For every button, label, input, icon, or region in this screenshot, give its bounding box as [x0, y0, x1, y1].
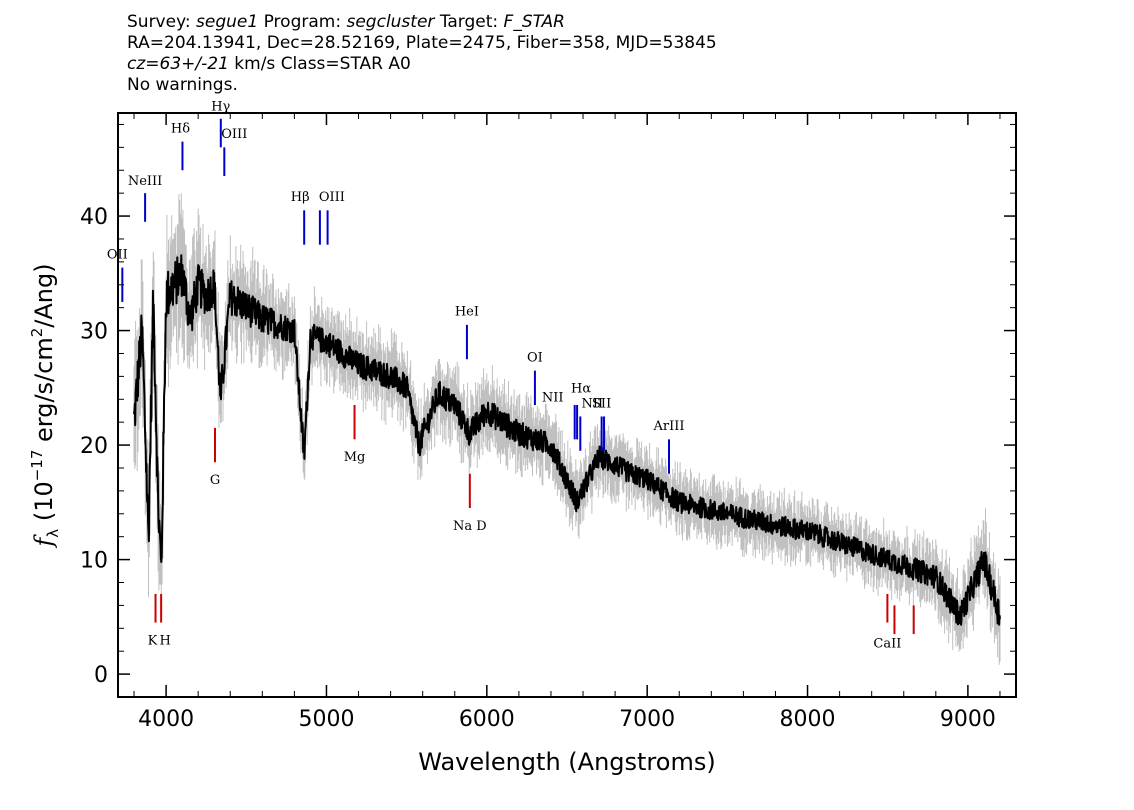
header-line-survey: Survey: segue1 Program: segcluster Targe…: [127, 12, 717, 33]
y-tick-label: 40: [80, 205, 108, 230]
x-axis-title: Wavelength (Angstroms): [418, 748, 715, 776]
survey-label: Survey:: [127, 12, 191, 32]
survey-value: segue1: [196, 12, 259, 32]
program-value: segcluster: [346, 12, 435, 32]
emission-line-label: NII: [542, 391, 564, 406]
error-band-layer: [133, 193, 1001, 665]
emission-line-label: Hβ: [291, 190, 310, 205]
absorption-line-label: CaII: [873, 637, 901, 652]
x-tick-label: 6000: [459, 707, 515, 732]
emission-line-label: ArIII: [652, 419, 684, 434]
x-tick-label: 9000: [940, 707, 996, 732]
target-value: F_STAR: [503, 12, 565, 32]
flux-line-layer: [133, 254, 1001, 626]
plot-frame: [117, 112, 1017, 698]
absorption-line-label: H: [159, 633, 170, 648]
y-tick-label: 10: [80, 549, 108, 574]
y-axis-title-subscript: λ: [44, 529, 62, 538]
x-tick-label: 4000: [138, 707, 194, 732]
emission-line-label: OIII: [319, 190, 345, 205]
absorption-line-label: K: [148, 633, 158, 648]
y-tick-label: 30: [80, 320, 108, 345]
error-band: [133, 193, 1001, 665]
y-axis-title-exponent2: 2: [28, 328, 46, 338]
emission-line-label: HeI: [455, 305, 479, 320]
absorption-line-label: Mg: [344, 450, 366, 465]
absorption-line-label: Na D: [453, 519, 487, 534]
emission-line-label: SII: [592, 396, 611, 411]
emission-line-label: NII: [581, 396, 603, 411]
emission-line-label: Hδ: [171, 121, 190, 136]
emission-line-label: Hα: [571, 381, 591, 396]
emission-line-label: NeIII: [128, 174, 162, 189]
emission-line-label: Hγ: [211, 100, 230, 115]
emission-line-label: OIII: [221, 127, 247, 142]
target-label: Target:: [439, 12, 499, 32]
y-axis-title-exponent1: −17: [28, 450, 46, 482]
flux-line: [133, 254, 1001, 626]
emission-line-label: OI: [527, 350, 543, 365]
header-line-redshift: cz=63+/-21 km/s Class=STAR A0: [127, 54, 717, 75]
spectrum-header: Survey: segue1 Program: segcluster Targe…: [127, 12, 717, 96]
y-axis-title: fλ (10−17 erg/s/cm2/Ang): [28, 263, 62, 548]
y-axis-title-part2: erg/s/cm: [30, 337, 58, 449]
y-axis-title-part3: /Ang): [30, 263, 58, 327]
y-axis-title-part1: (10: [30, 481, 58, 529]
y-tick-label: 20: [80, 434, 108, 459]
axis-ticks-layer: 4000 5000 6000 7000 8000 9000 0 10 20 30 40: [80, 113, 1016, 732]
x-tick-label: 5000: [298, 707, 354, 732]
program-label: Program:: [263, 12, 342, 32]
y-tick-label: 0: [94, 663, 108, 688]
x-tick-label: 8000: [780, 707, 836, 732]
x-tick-label: 7000: [619, 707, 675, 732]
absorption-line-label: G: [210, 473, 220, 488]
redshift-value: cz=63+/-21: [127, 54, 229, 74]
header-line-warnings: No warnings.: [127, 75, 238, 95]
class-text: km/s Class=STAR A0: [228, 54, 411, 74]
header-line-coords: RA=204.13941, Dec=28.52169, Plate=2475, …: [127, 33, 717, 53]
